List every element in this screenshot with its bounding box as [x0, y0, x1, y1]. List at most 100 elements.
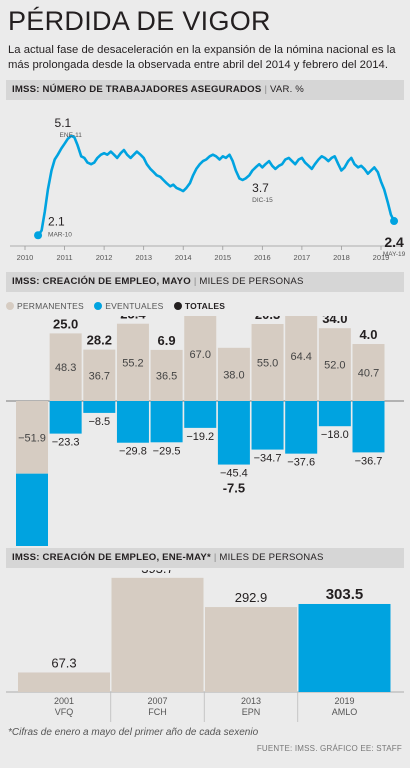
- label-totales: 20.3: [255, 316, 280, 322]
- category-name: EPN: [242, 707, 261, 717]
- label-permanentes: 52.0: [324, 360, 345, 372]
- bar-eventuales: [150, 401, 183, 443]
- bar-eventuales: [318, 401, 351, 427]
- bar-value-label: 292.9: [235, 590, 268, 605]
- bar-eventuales: [184, 401, 217, 428]
- category-name: VFQ: [55, 707, 74, 717]
- section-unit: MILES DE PERSONAS: [219, 552, 324, 563]
- label-totales: -7.5: [223, 481, 245, 496]
- x-tick-label: 2014: [175, 253, 192, 262]
- line-chart-asegurados: 2010 2011 2012 2013 2014 2015 2016 2017 2018 2019…: [10, 116, 406, 262]
- bar-permanentes: [116, 323, 149, 401]
- annotation-date: MAY-19: [383, 251, 406, 258]
- label-eventuales: −34.7: [254, 453, 282, 465]
- label-totales: 4.0: [359, 327, 377, 342]
- bar-eventuales: [16, 473, 48, 546]
- source-credit: FUENTE: IMSS. GRÁFICO EE: STAFF: [256, 744, 402, 753]
- bar-eventuales: [217, 401, 250, 465]
- label-permanentes: 64.4: [290, 351, 311, 363]
- x-tick-label: 2019: [373, 253, 390, 262]
- category-name: FCH: [148, 707, 167, 717]
- label-permanentes: 36.5: [156, 370, 177, 382]
- label-eventuales: −29.8: [119, 446, 147, 458]
- bar-value-label: 393.7: [141, 570, 174, 576]
- bar-permanentes: [16, 401, 48, 474]
- legend-label: TOTALES: [184, 301, 226, 311]
- legend: PERMANENTES EVENTUALES TOTALES: [6, 301, 233, 311]
- bar-ene-may: [18, 672, 110, 692]
- legend-swatch: [94, 302, 103, 310]
- section-unit: VAR. %: [269, 84, 305, 95]
- annotation-value: 3.7: [252, 181, 269, 195]
- label-permanentes: −51.9: [18, 432, 46, 444]
- x-tick-label: 2010: [17, 253, 34, 262]
- legend-item-totales: TOTALES: [173, 301, 226, 311]
- bar-ene-may: [111, 577, 204, 692]
- bar-eventuales: [285, 401, 318, 454]
- annotation-value: 2.4: [384, 234, 404, 250]
- bar-ene-may: [298, 603, 391, 692]
- series-line: [36, 134, 396, 237]
- label-eventuales: −18.0: [321, 429, 349, 441]
- section-label: IMSS: CREACIÓN DE EMPLEO, ENE-MAY*: [12, 552, 211, 563]
- label-totales: 25.0: [53, 316, 78, 331]
- legend-swatch: [6, 302, 14, 310]
- bar-permanentes: [285, 316, 318, 401]
- label-eventuales: −19.2: [186, 431, 214, 443]
- annotation-date: DIC-15: [252, 197, 273, 204]
- section-label: IMSS: CREACIÓN DE EMPLEO, MAYO: [12, 276, 191, 287]
- label-permanentes: 38.0: [223, 369, 244, 381]
- legend-item-eventuales: EVENTUALES: [94, 301, 163, 311]
- page-title: PÉRDIDA DE VIGOR: [8, 6, 271, 36]
- label-permanentes: 36.7: [89, 370, 110, 382]
- legend-item-permanentes: PERMANENTES: [6, 301, 84, 311]
- point-end: [390, 217, 399, 226]
- bar-permanentes: [83, 349, 116, 401]
- section-header-mayo: IMSS: CREACIÓN DE EMPLEO, MAYO | MILES DE …: [6, 272, 404, 292]
- category-year: 2013: [241, 696, 261, 706]
- x-tick-label: 2012: [96, 253, 113, 262]
- x-tick-label: 2016: [254, 253, 271, 262]
- legend-label: PERMANENTES: [17, 301, 84, 311]
- bar-ene-may: [205, 607, 297, 692]
- bar-eventuales: [116, 401, 149, 443]
- bar-chart-mayo: −51.9−59.6-111.548.3−23.325.036.7−8.528.…: [6, 316, 404, 546]
- label-eventuales: −23.3: [52, 437, 80, 449]
- label-totales: 28.2: [87, 333, 112, 348]
- label-eventuales: −36.7: [355, 455, 383, 467]
- category-year: 2007: [147, 696, 167, 706]
- bar-permanentes: [352, 344, 385, 401]
- x-tick-label: 2011: [56, 253, 72, 262]
- category-name: AMLO: [332, 707, 358, 717]
- label-eventuales: −37.6: [287, 457, 315, 469]
- footnote: *Cifras de enero a mayo del primer año d…: [8, 727, 259, 738]
- section-label: IMSS: NÚMERO DE TRABAJADORES ASEGURADOS: [12, 84, 262, 95]
- x-tick-label: 2013: [135, 253, 152, 262]
- label-eventuales: −8.5: [88, 416, 110, 428]
- annotation-value: 5.1: [55, 116, 72, 130]
- label-eventuales: −45.4: [220, 468, 248, 480]
- legend-swatch: [173, 302, 182, 310]
- bar-value-label: 67.3: [51, 655, 76, 670]
- bar-permanentes: [184, 316, 217, 401]
- legend-label: EVENTUALES: [105, 301, 164, 311]
- label-permanentes: 67.0: [190, 349, 211, 361]
- label-totales: 6.9: [158, 333, 176, 348]
- bar-eventuales: [251, 401, 284, 450]
- bar-eventuales: [49, 401, 82, 434]
- category-year: 2001: [54, 696, 74, 706]
- bar-eventuales: [83, 401, 116, 413]
- bar-permanentes: [150, 349, 183, 401]
- bar-value-label: 303.5: [326, 586, 364, 603]
- annotation-date: MAR-10: [48, 231, 72, 238]
- bar-eventuales: [352, 401, 385, 453]
- label-permanentes: 55.2: [122, 357, 143, 369]
- label-permanentes: 55.0: [257, 358, 278, 370]
- label-permanentes: 40.7: [358, 368, 379, 380]
- x-tick-label: 2017: [294, 253, 311, 262]
- bar-permanentes: [217, 347, 250, 401]
- bar-permanentes: [49, 333, 82, 401]
- annotation-date: ENE-11: [60, 132, 83, 139]
- x-tick-label: 2018: [333, 253, 350, 262]
